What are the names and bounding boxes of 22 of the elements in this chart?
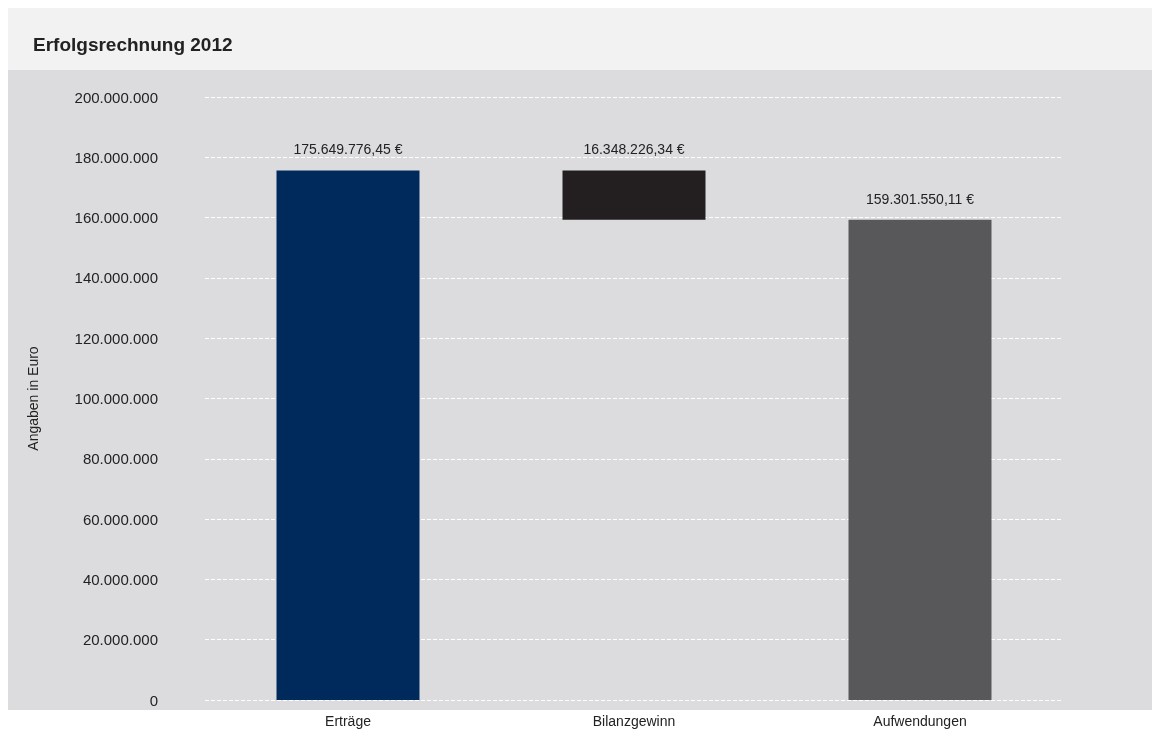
x-tick-label: Aufwendungen <box>873 713 967 729</box>
bar <box>276 170 420 700</box>
y-tick-label: 80.000.000 <box>82 450 158 468</box>
bar <box>848 219 992 700</box>
bar <box>562 170 706 220</box>
y-tick-label: 20.000.000 <box>82 631 158 649</box>
y-tick-label: 0 <box>149 691 158 709</box>
y-tick-label: 160.000.000 <box>74 209 158 227</box>
y-tick-label: 120.000.000 <box>74 329 158 347</box>
y-tick-label: 100.000.000 <box>74 390 158 407</box>
data-label: 16.348.226,34 € <box>583 141 685 158</box>
chart-title: Erfolgsrechnung 2012 <box>33 34 233 56</box>
y-tick-label: 140.000.000 <box>74 269 158 287</box>
y-axis-title: Angaben in Euro <box>25 346 41 451</box>
x-tick-label: Erträge <box>325 713 372 729</box>
y-tick-label: 200.000.000 <box>74 88 158 106</box>
y-tick-label: 40.000.000 <box>82 570 158 588</box>
y-tick-label: 60.000.000 <box>82 510 158 528</box>
data-label: 175.649.776,45 € <box>293 141 403 158</box>
data-label: 159.301.550,11 € <box>866 190 975 207</box>
y-tick-label: 180.000.000 <box>74 148 158 166</box>
x-tick-label: Bilanzgewinn <box>592 713 676 729</box>
